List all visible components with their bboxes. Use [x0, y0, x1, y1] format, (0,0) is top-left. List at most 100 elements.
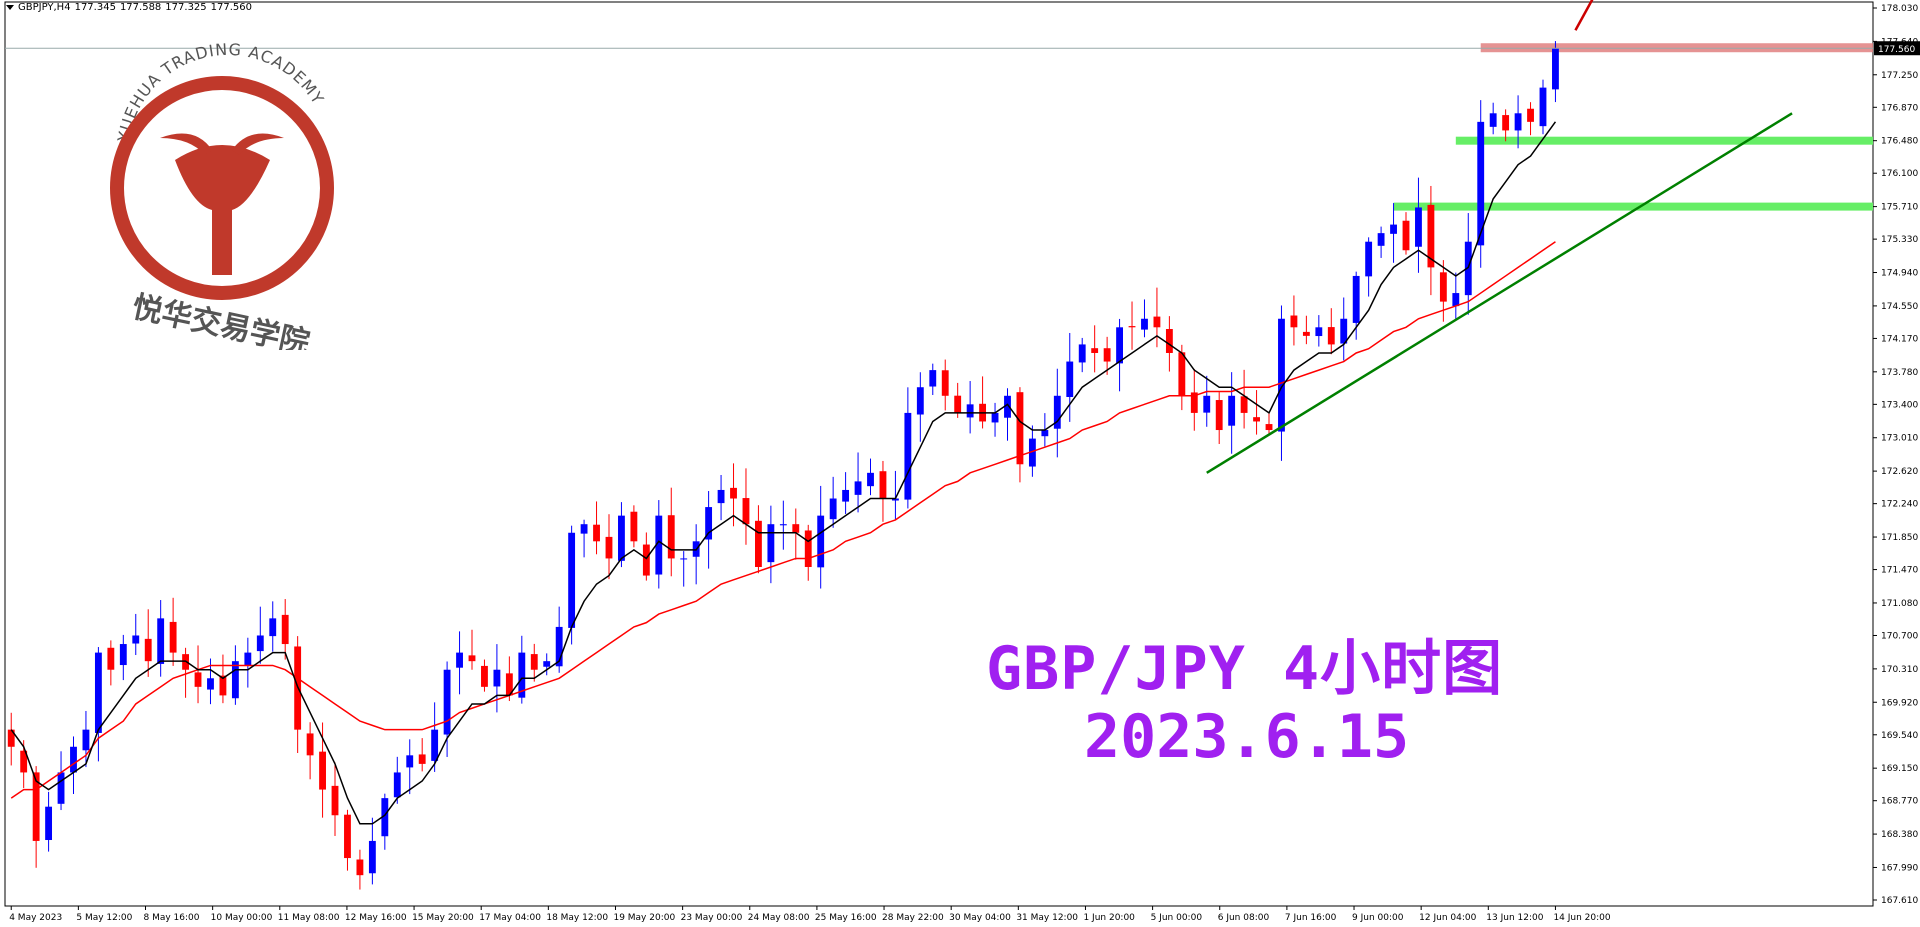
candle — [1091, 325, 1099, 373]
candle-body — [730, 487, 737, 499]
y-tick-label: 173.780 — [1881, 368, 1918, 378]
x-tick-label: 30 May 04:00 — [949, 913, 1011, 923]
high-price: 177.588 — [119, 2, 162, 13]
candle — [966, 381, 974, 434]
candle-body — [1165, 329, 1173, 353]
candle — [630, 505, 638, 548]
y-tick-label: 169.920 — [1881, 698, 1918, 708]
current-price-label: 177.560 — [1878, 45, 1915, 55]
candle-body — [169, 621, 177, 653]
candle-body — [1302, 331, 1310, 336]
candle-body — [1190, 392, 1198, 413]
candle — [991, 402, 999, 437]
candle-body — [119, 644, 127, 666]
candle-body — [1290, 315, 1298, 328]
candle-body — [842, 489, 850, 502]
candle — [169, 597, 177, 666]
x-tick-label: 23 May 00:00 — [681, 913, 743, 923]
candle — [518, 635, 526, 704]
candle — [306, 722, 314, 780]
candle — [1153, 287, 1161, 348]
candle-body — [381, 798, 389, 837]
candle-body — [854, 481, 862, 495]
candle-body — [568, 532, 576, 628]
y-tick-label: 171.080 — [1881, 599, 1918, 609]
candle-body — [70, 746, 77, 773]
candle — [829, 476, 837, 528]
candle-body — [1128, 326, 1136, 328]
candle-body — [7, 729, 15, 747]
candle-body — [244, 652, 252, 666]
low-price: 177.325 — [165, 2, 207, 13]
candle — [244, 637, 252, 688]
candle — [406, 739, 414, 795]
x-tick-label: 12 Jun 04:00 — [1419, 913, 1476, 923]
candle — [1390, 203, 1397, 263]
candle-body — [1477, 121, 1485, 246]
candle-body — [518, 652, 526, 698]
candle — [1552, 41, 1559, 103]
candle-body — [1053, 395, 1061, 429]
candle-body — [530, 654, 538, 670]
y-tick-label: 177.250 — [1881, 71, 1918, 81]
x-tick-label: 4 May 2023 — [9, 913, 62, 923]
svg-text:YUEHUA TRADING ACADEMY: YUEHUA TRADING ACADEMY — [114, 40, 328, 144]
candle-body — [642, 544, 650, 576]
candle-body — [219, 675, 227, 696]
candle-body — [1527, 108, 1534, 122]
candle — [755, 505, 762, 574]
candle-body — [991, 412, 999, 423]
candle-body — [1352, 275, 1360, 323]
candle-body — [1103, 348, 1111, 362]
dropdown-arrow-icon[interactable] — [6, 4, 14, 10]
candle-body — [817, 515, 825, 568]
candle-body — [1415, 207, 1422, 247]
candle-body — [107, 647, 115, 670]
candle — [916, 372, 924, 442]
candle-body — [281, 614, 289, 645]
candle-body — [356, 859, 364, 876]
candle-body — [406, 755, 414, 768]
candle — [356, 849, 364, 890]
candle — [1116, 318, 1123, 392]
candle — [381, 793, 389, 850]
candle-body — [1004, 395, 1011, 418]
candle-body — [45, 806, 53, 841]
candle-body — [1327, 327, 1335, 345]
close-price: 177.560 — [210, 2, 253, 13]
candle — [742, 468, 750, 545]
candle-body — [767, 524, 775, 563]
y-tick-label: 174.940 — [1881, 269, 1918, 279]
candle-body — [32, 772, 40, 841]
candle — [418, 738, 426, 772]
candle-body — [269, 618, 277, 637]
candle — [1215, 392, 1223, 445]
candle-body — [1016, 392, 1024, 465]
candle — [879, 460, 887, 522]
candle — [792, 508, 800, 560]
candle — [132, 613, 140, 656]
candle — [32, 766, 40, 868]
candle — [431, 702, 439, 772]
candle — [1078, 337, 1086, 373]
candle-body — [891, 498, 899, 501]
candle-body — [1377, 233, 1385, 246]
time-axis[interactable]: 4 May 2023 5 May 12:00 8 May 16:00 10 May 0… — [9, 906, 1611, 923]
price-axis[interactable]: 178.030177.640177.250176.870176.480176.1… — [5, 4, 1920, 906]
candle — [1477, 100, 1485, 268]
y-tick-label: 170.310 — [1881, 665, 1918, 675]
candle — [1402, 212, 1410, 255]
y-tick-label: 176.870 — [1881, 103, 1918, 113]
candle-body — [593, 524, 600, 542]
candle-body — [144, 638, 152, 662]
candle — [256, 606, 264, 664]
x-tick-label: 5 May 12:00 — [76, 913, 132, 923]
candle — [45, 791, 53, 852]
y-tick-label: 167.610 — [1881, 896, 1918, 906]
candle — [1327, 308, 1335, 355]
candle-body — [555, 626, 563, 667]
candle — [331, 762, 339, 836]
current-price-tag — [1874, 41, 1920, 56]
candle — [904, 387, 912, 509]
